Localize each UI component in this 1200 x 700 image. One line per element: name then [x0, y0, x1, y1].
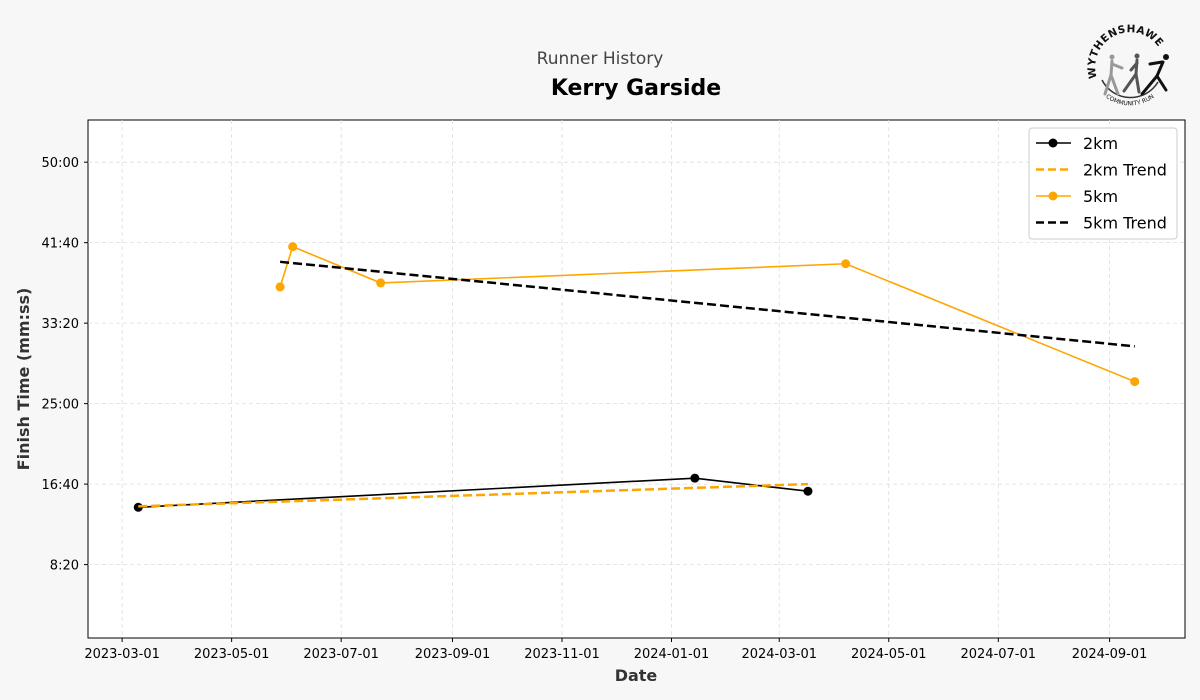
legend-label-2km-trend: 2km Trend — [1083, 161, 1167, 180]
chart-title: Kerry Garside — [551, 76, 721, 101]
x-tick-label: 2024-03-01 — [741, 647, 817, 662]
y-tick-label: 50:00 — [42, 156, 79, 171]
x-tick-label: 2024-07-01 — [960, 647, 1036, 662]
x-tick-label: 2024-09-01 — [1072, 647, 1148, 662]
legend-label-5km-trend: 5km Trend — [1083, 214, 1167, 233]
series-line-5km-trend — [279, 260, 1135, 348]
y-axis-label: Finish Time (mm:ss) — [14, 288, 33, 471]
y-tick-label: 16:40 — [42, 478, 79, 493]
x-tick-label: 2023-03-01 — [84, 647, 160, 662]
data-point-2km — [803, 486, 813, 496]
y-tick-label: 25:00 — [42, 398, 79, 413]
x-tick-label: 2023-09-01 — [415, 647, 491, 662]
data-point-5km — [376, 278, 386, 288]
y-tick-label: 41:40 — [42, 237, 79, 252]
legend-label-2km: 2km — [1083, 134, 1118, 153]
x-tick-label: 2023-07-01 — [303, 647, 379, 662]
chart-suptitle: Runner History — [537, 49, 664, 69]
x-tick-label: 2024-01-01 — [634, 647, 710, 662]
legend: 2km 2km Trend 5km 5km Trend — [1028, 127, 1178, 240]
y-tick-label: 8:20 — [50, 559, 79, 574]
x-tick-label: 2024-05-01 — [851, 647, 927, 662]
legend-marker-2km — [1048, 138, 1058, 148]
data-point-2km — [690, 473, 700, 483]
x-axis-label: Date — [615, 666, 658, 685]
y-tick-label: 33:20 — [42, 317, 79, 332]
x-tick-label: 2023-05-01 — [194, 647, 270, 662]
x-tick-label: 2023-11-01 — [524, 647, 600, 662]
legend-box — [1028, 127, 1178, 240]
legend-label-5km: 5km — [1083, 187, 1118, 206]
data-point-5km — [275, 282, 285, 292]
data-point-5km — [1130, 377, 1140, 387]
legend-marker-5km — [1048, 191, 1058, 201]
data-point-5km — [841, 259, 851, 269]
plot-area — [87, 119, 1186, 639]
series-line-2km-trend — [138, 482, 809, 508]
runner-figures-icon — [1103, 53, 1169, 96]
data-point-5km — [288, 242, 298, 252]
